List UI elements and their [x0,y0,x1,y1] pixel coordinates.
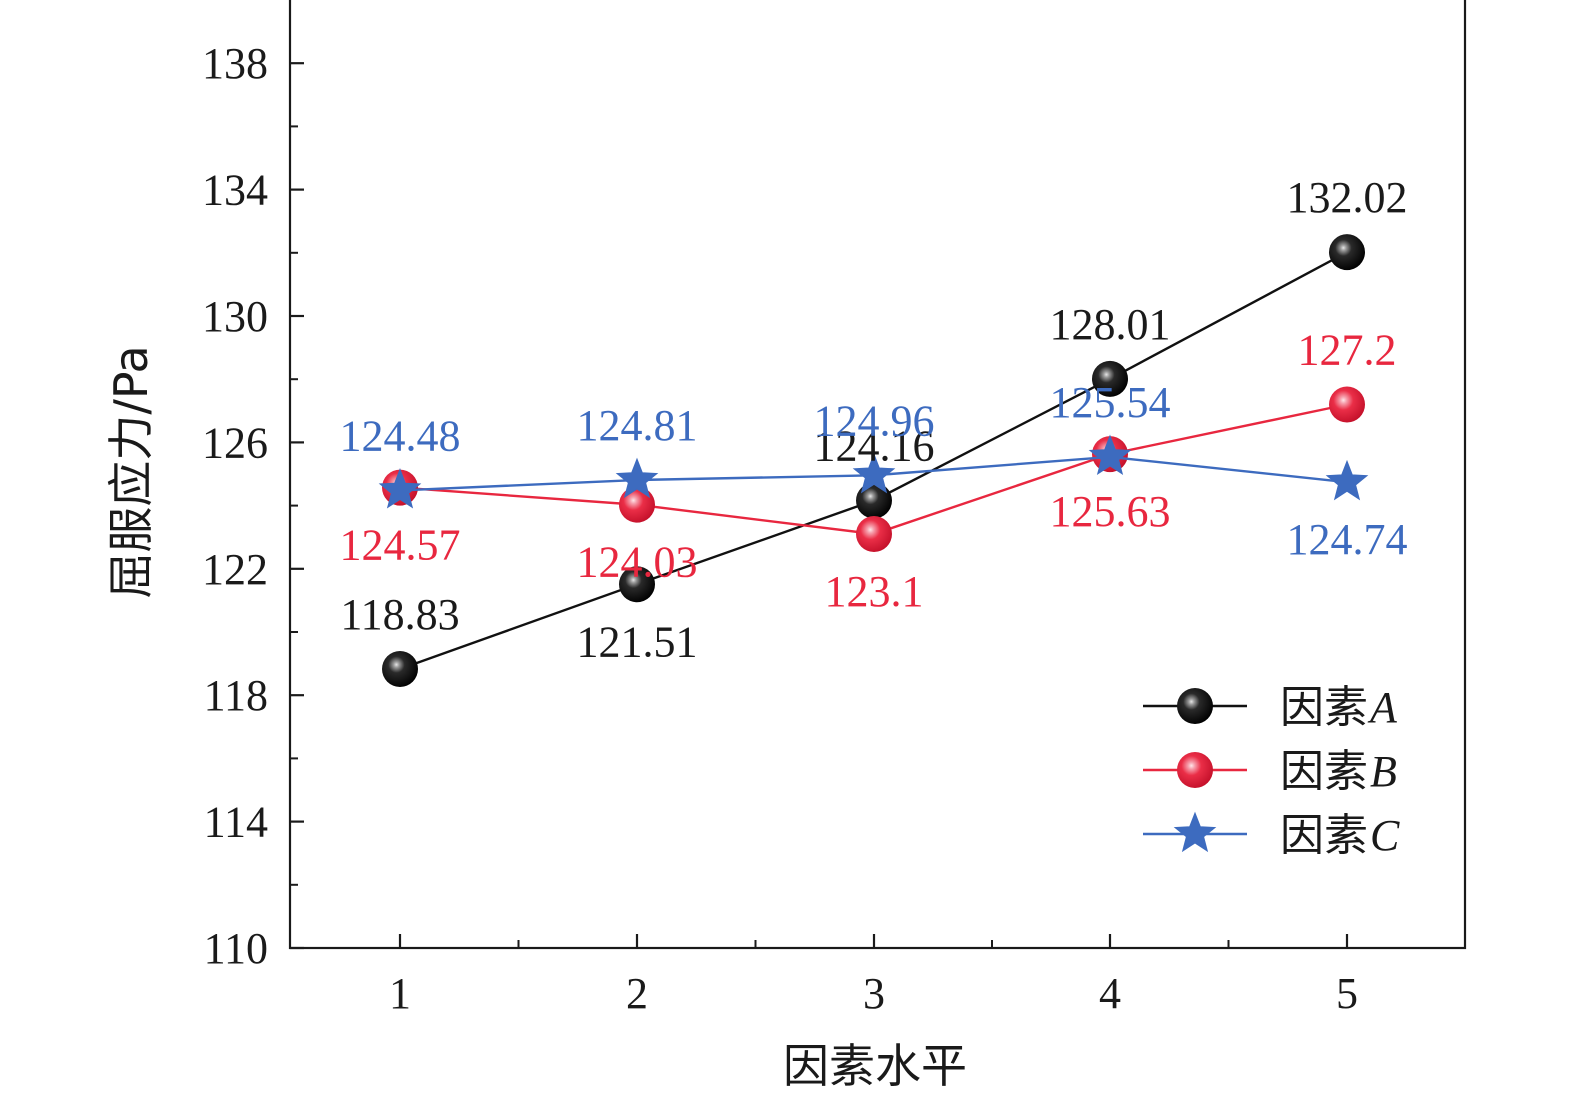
data-point-sphere [1177,752,1213,788]
y-tick-label: 122 [202,545,268,594]
x-tick-label: 4 [1099,969,1121,1018]
y-tick-label: 110 [204,924,268,973]
series-layer [378,234,1369,687]
x-axis-title: 因素水平 [783,1039,967,1093]
legend-label: 因素 [1280,746,1368,797]
data-point-sphere [1329,234,1365,271]
legend-item-B: 因素 B [1143,746,1397,797]
y-tick-label: 126 [202,418,268,467]
y-tick-label: 138 [202,39,268,88]
data-label: 124.74 [1287,515,1408,564]
data-label: 124.57 [340,521,461,570]
series-A [382,234,1365,687]
x-tick-label: 1 [389,969,411,1018]
x-axis: 1 2 3 4 5 [389,934,1358,1018]
data-label: 123.1 [825,567,924,616]
legend-item-A: 因素 A [1143,682,1398,733]
data-label: 127.2 [1298,325,1397,374]
data-point-sphere [619,566,655,603]
data-point-sphere [1177,688,1213,724]
data-label: 124.96 [814,396,935,445]
x-tick-label: 2 [626,969,648,1018]
data-label: 118.83 [340,590,459,639]
data-label: 125.63 [1050,487,1171,536]
y-tick-label: 134 [202,166,268,215]
legend-letter: A [1367,683,1398,732]
series-C [378,434,1369,509]
data-point-sphere [382,650,418,687]
data-point-star [852,452,896,494]
legend: 因素 A因素 B因素 C [1143,682,1400,861]
legend-label: 因素 [1280,810,1368,861]
data-point-star [1088,434,1132,476]
data-point-star [1173,811,1217,853]
data-label: 124.48 [340,411,461,460]
y-tick-label: 130 [202,292,268,341]
data-labels: 118.83 121.51 124.16 128.01 132.02 124.57 124.… [340,173,1408,666]
data-point-sphere [1329,386,1365,423]
data-point-star [378,468,422,509]
y-axis: 110 114 118 122 126 130 134 138 [202,39,304,973]
data-point-star [615,457,659,499]
plot-border [288,0,1467,950]
data-point-sphere [856,516,892,553]
data-point-sphere [856,482,892,519]
x-tick-label: 3 [863,969,885,1018]
data-label: 121.51 [577,617,698,666]
y-axis-title: 屈服应力/Pa [104,345,158,598]
data-label: 124.81 [577,401,698,450]
data-label: 124.03 [577,538,698,587]
legend-letter: C [1370,811,1400,860]
data-label: 128.01 [1050,300,1171,349]
data-label: 124.16 [814,422,935,471]
data-label: 132.02 [1287,173,1408,222]
data-point-sphere [1092,360,1128,397]
data-label: 125.54 [1050,378,1171,427]
y-tick-label: 118 [204,671,268,720]
legend-label: 因素 [1280,682,1368,733]
data-point-star [1325,459,1369,501]
data-point-sphere [619,486,655,523]
y-tick-label: 114 [204,798,268,847]
x-tick-label: 5 [1336,969,1358,1018]
legend-letter: B [1370,747,1397,796]
plot-frame [288,0,1467,950]
legend-item-C: 因素 C [1143,810,1400,861]
